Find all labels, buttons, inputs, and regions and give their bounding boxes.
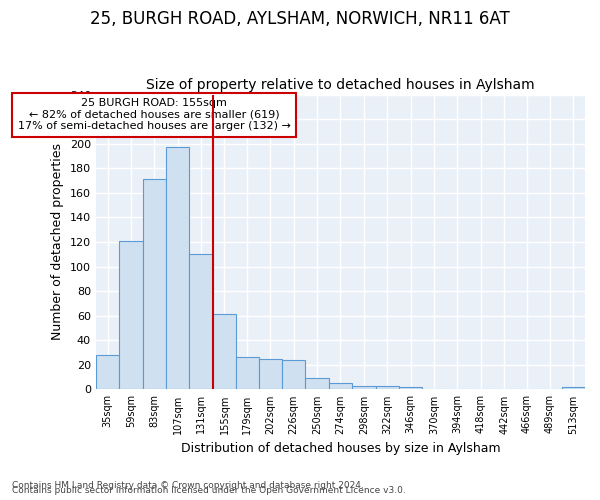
Title: Size of property relative to detached houses in Aylsham: Size of property relative to detached ho… <box>146 78 535 92</box>
Y-axis label: Number of detached properties: Number of detached properties <box>51 144 64 340</box>
Bar <box>282 360 305 390</box>
Text: 25 BURGH ROAD: 155sqm
← 82% of detached houses are smaller (619)
17% of semi-det: 25 BURGH ROAD: 155sqm ← 82% of detached … <box>18 98 291 132</box>
Bar <box>236 358 259 390</box>
Bar <box>352 386 376 390</box>
Text: 25, BURGH ROAD, AYLSHAM, NORWICH, NR11 6AT: 25, BURGH ROAD, AYLSHAM, NORWICH, NR11 6… <box>90 10 510 28</box>
Bar <box>119 241 143 390</box>
Text: Contains HM Land Registry data © Crown copyright and database right 2024.: Contains HM Land Registry data © Crown c… <box>12 481 364 490</box>
Bar <box>166 148 190 390</box>
Text: Contains public sector information licensed under the Open Government Licence v3: Contains public sector information licen… <box>12 486 406 495</box>
Bar <box>259 358 282 390</box>
Bar <box>562 387 585 390</box>
Bar <box>143 180 166 390</box>
Bar <box>376 386 399 390</box>
Bar <box>213 314 236 390</box>
X-axis label: Distribution of detached houses by size in Aylsham: Distribution of detached houses by size … <box>181 442 500 455</box>
Bar <box>190 254 213 390</box>
Bar <box>399 387 422 390</box>
Bar <box>96 355 119 390</box>
Bar <box>305 378 329 390</box>
Bar <box>329 384 352 390</box>
